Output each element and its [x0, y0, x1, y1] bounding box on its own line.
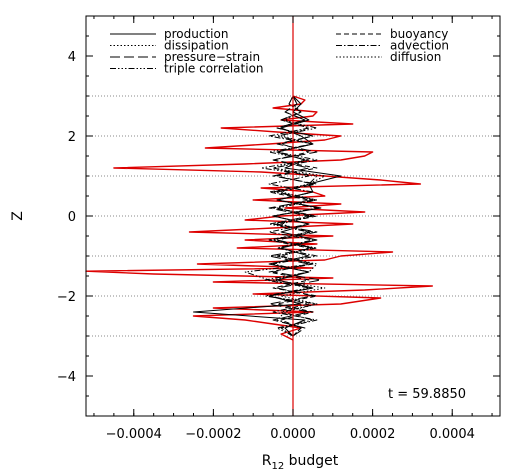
y-axis-label: Z: [10, 211, 26, 221]
legend-label: dissipation: [164, 39, 229, 53]
time-annotation: t = 59.8850: [388, 387, 466, 402]
y-tick-label: 2: [68, 130, 76, 145]
legend-label: buoyancy: [390, 27, 448, 41]
legend-label: diffusion: [390, 50, 441, 64]
x-axis-label: R12 budget: [262, 453, 339, 472]
series-line: [268, 96, 326, 337]
x-tick-label: 0.0002: [350, 427, 396, 442]
y-tick-label: −4: [57, 370, 76, 385]
legend-label: advection: [390, 39, 449, 53]
y-tick-label: 4: [68, 50, 76, 65]
x-tick-label: −0.0002: [185, 427, 241, 442]
x-tick-label: 0.0000: [270, 427, 316, 442]
x-tick-label: 0.0004: [429, 427, 475, 442]
y-tick-label: −2: [57, 290, 76, 305]
legend-label: triple correlation: [164, 62, 264, 76]
y-tick-label: 0: [68, 210, 76, 225]
series-line: [268, 95, 322, 337]
series-line: [85, 95, 433, 341]
legend-label: production: [164, 27, 228, 41]
series-layer: [85, 16, 433, 416]
axes: −0.0004 −0.0002 0.0000 0.0002 0.0004 −4 −2 0 2 4: [57, 15, 501, 442]
series-line: [264, 95, 318, 337]
x-tick-label: −0.0004: [106, 427, 162, 442]
legend-label: pressure−strain: [164, 50, 260, 64]
legend: productiondissipationpressure−straintrip…: [110, 27, 449, 76]
